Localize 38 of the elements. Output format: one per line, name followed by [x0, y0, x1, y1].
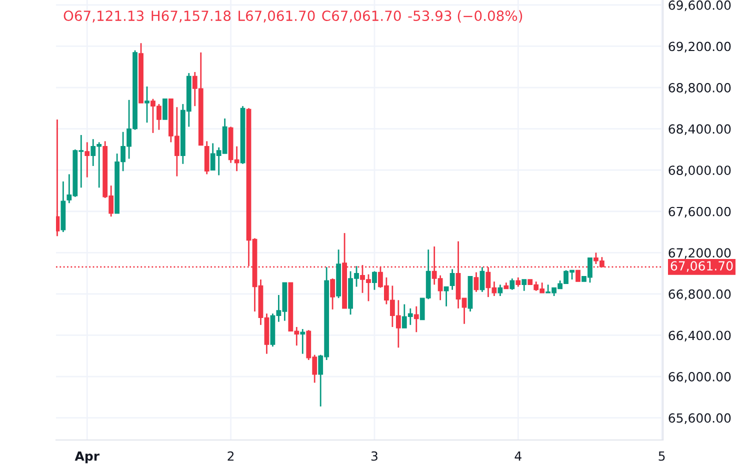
y-tick-label: 66,800.00	[668, 289, 731, 300]
candlestick	[330, 278, 336, 310]
ref-line-label: 67,061.70	[670, 261, 733, 272]
candlestick	[300, 328, 306, 355]
y-tick-label: 69,200.00	[668, 42, 731, 52]
candlestick	[144, 86, 150, 124]
y-tick-label: 65,600.00	[668, 413, 731, 424]
x-tick-label: 4	[514, 451, 522, 461]
annotation: L67,061.70	[238, 10, 315, 22]
y-tick-label: 66,400.00	[668, 330, 731, 342]
candlestick	[498, 284, 503, 297]
y-tick-label: 68,800.00	[668, 82, 731, 94]
annotation: H67,157.18	[152, 10, 231, 22]
annotation: C67,061.70	[322, 10, 401, 22]
candlestick	[516, 276, 521, 288]
candlestick	[414, 306, 419, 333]
candlestick	[480, 266, 485, 293]
annotation: -53.93 (−0.08%)	[408, 10, 522, 23]
y-tick-label: 68,400.00	[668, 124, 731, 136]
candlestick	[84, 142, 90, 178]
candlestick	[510, 278, 515, 291]
x-tick-label: Apr	[74, 451, 100, 464]
x-tick-label: 5	[658, 451, 665, 461]
annotation: O67,121.13	[64, 10, 144, 22]
candlestick	[474, 272, 479, 293]
y-tick-label: 66,000.00	[668, 372, 731, 383]
y-tick-label: 68,000.00	[668, 166, 731, 176]
y-tick-label: 69,600.00	[668, 0, 731, 12]
candlestick	[522, 278, 527, 292]
y-tick-label: 67,200.00	[668, 248, 731, 259]
candlestick	[576, 270, 580, 282]
x-tick-label: 3	[371, 451, 378, 461]
x-tick-label: 2	[228, 451, 234, 461]
y-tick-label: 67,600.00	[668, 206, 731, 218]
candlestick	[162, 98, 168, 120]
candlestick	[450, 268, 455, 291]
candlestick	[56, 118, 60, 237]
candlestick	[372, 270, 377, 291]
